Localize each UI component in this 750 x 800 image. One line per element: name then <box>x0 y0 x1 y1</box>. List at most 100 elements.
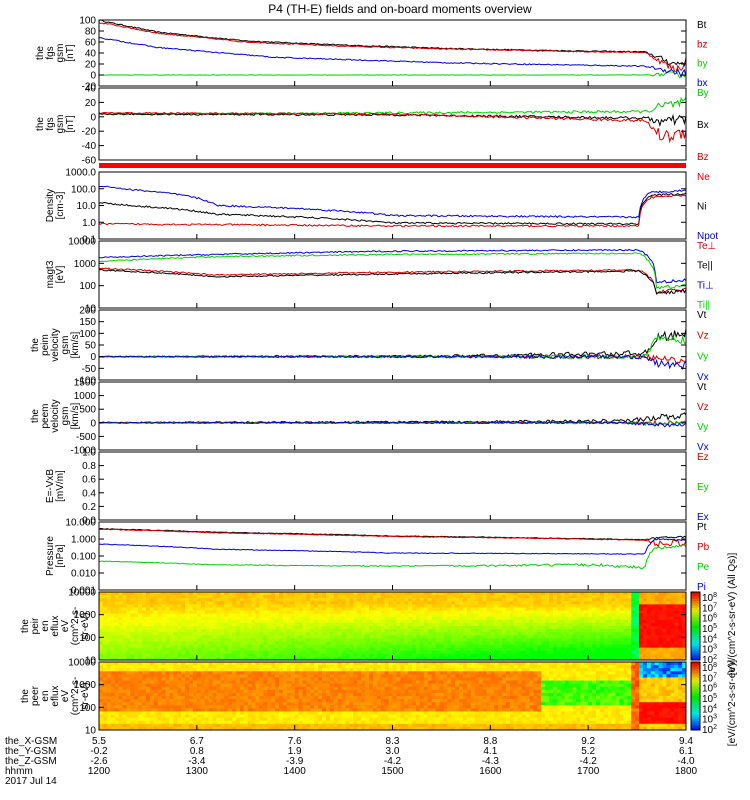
heatmap-cell <box>325 665 331 669</box>
heatmap-cell <box>329 641 335 645</box>
heatmap-cell <box>282 647 288 652</box>
heatmap-cell <box>247 622 253 627</box>
heatmap-cell <box>455 610 460 615</box>
heatmap-cell <box>678 632 683 636</box>
colorbar-swatch <box>691 601 700 604</box>
heatmap-cell <box>200 619 206 624</box>
heatmap-cell <box>145 668 151 672</box>
heatmap-cell <box>361 619 366 624</box>
heatmap-cell <box>365 610 370 615</box>
heatmap-cell <box>126 626 131 630</box>
heatmap-cell <box>658 592 663 596</box>
heatmap-cell <box>114 610 119 615</box>
heatmap-cell <box>666 629 671 633</box>
heatmap-cell <box>220 714 225 719</box>
heatmap-cell <box>294 610 299 615</box>
heatmap-cell <box>388 592 393 596</box>
heatmap-cell <box>310 708 315 712</box>
heatmap-cell <box>639 622 644 627</box>
heatmap-cell <box>490 626 495 630</box>
heatmap-cell <box>192 622 198 627</box>
heatmap-cell <box>310 647 315 652</box>
heatmap-cell <box>525 610 530 615</box>
heatmap-cell <box>603 647 609 652</box>
heatmap-cell <box>122 674 127 678</box>
heatmap-cell <box>192 680 198 685</box>
heatmap-cell <box>177 598 182 602</box>
heatmap-cell <box>400 601 405 605</box>
heatmap-cell <box>435 619 440 624</box>
heatmap-cell <box>255 607 260 611</box>
heatmap-cell <box>337 616 343 621</box>
heatmap-cell <box>396 638 401 642</box>
heatmap-cell <box>208 613 213 618</box>
heatmap-cell <box>537 644 542 649</box>
heatmap-cell <box>654 626 659 630</box>
heatmap-cell <box>623 598 628 602</box>
heatmap-cell <box>275 702 280 706</box>
heatmap-cell <box>185 595 190 599</box>
plot-area-1 <box>98 97 687 144</box>
heatmap-cell <box>615 616 620 621</box>
heatmap-cell <box>181 604 186 608</box>
heatmap-cell <box>130 711 135 715</box>
heatmap-cell <box>251 711 256 715</box>
heatmap-cell <box>576 635 581 639</box>
heatmap-cell <box>185 677 190 681</box>
heatmap-cell <box>239 622 245 627</box>
heatmap-cell <box>607 626 613 630</box>
heatmap-cell <box>560 601 566 605</box>
heatmap-cell <box>474 641 479 645</box>
heatmap-cell <box>419 622 425 627</box>
heatmap-cell <box>216 696 221 700</box>
heatmap-cell <box>505 613 511 618</box>
heatmap-cell <box>294 726 299 731</box>
heatmap-cell <box>134 714 139 719</box>
heatmap-cell <box>592 632 597 636</box>
heatmap-cell <box>102 641 108 645</box>
heatmap-cell <box>212 662 217 666</box>
heatmap-cell <box>392 635 397 639</box>
heatmap-cell <box>635 647 640 652</box>
heatmap-cell <box>584 595 589 599</box>
legend-label: Ez <box>697 452 709 463</box>
heatmap-cell <box>404 619 409 624</box>
y-tick-label: 10 <box>85 304 97 315</box>
heatmap-cell <box>208 647 213 652</box>
heatmap-cell <box>118 647 123 652</box>
heatmap-cell <box>251 674 256 678</box>
heatmap-cell <box>232 699 237 703</box>
heatmap-cell <box>447 656 452 661</box>
heatmap-cell <box>275 726 280 731</box>
heatmap-cell <box>372 604 378 608</box>
heatmap-cell <box>376 638 382 642</box>
heatmap-cell <box>592 619 597 624</box>
heatmap-cell <box>451 647 456 652</box>
heatmap-cell <box>607 613 613 618</box>
heatmap-cell <box>259 668 264 672</box>
heatmap-cell <box>286 717 292 722</box>
heatmap-cell <box>623 644 628 649</box>
heatmap-cell <box>102 699 108 703</box>
heatmap-cell <box>646 601 652 605</box>
heatmap-cell <box>142 674 147 678</box>
heatmap-cell <box>541 610 546 615</box>
heatmap-cell <box>102 650 108 655</box>
heatmap-cell <box>177 696 182 700</box>
heatmap-cell <box>216 622 221 627</box>
y-axis-label-3: magt3 [eV] <box>45 260 66 288</box>
heatmap-cell <box>243 696 249 700</box>
heatmap-cell <box>509 592 515 596</box>
heatmap-cell <box>584 604 589 608</box>
heatmap-cell <box>138 604 143 608</box>
heatmap-cell <box>142 708 147 712</box>
heatmap-cell <box>549 650 554 655</box>
heatmap-cell <box>537 650 542 655</box>
heatmap-cell <box>517 601 523 605</box>
heatmap-cell <box>611 592 616 596</box>
heatmap-cell <box>220 653 225 658</box>
heatmap-cell <box>447 635 452 639</box>
heatmap-cell <box>349 622 354 627</box>
heatmap-cell <box>118 662 123 666</box>
